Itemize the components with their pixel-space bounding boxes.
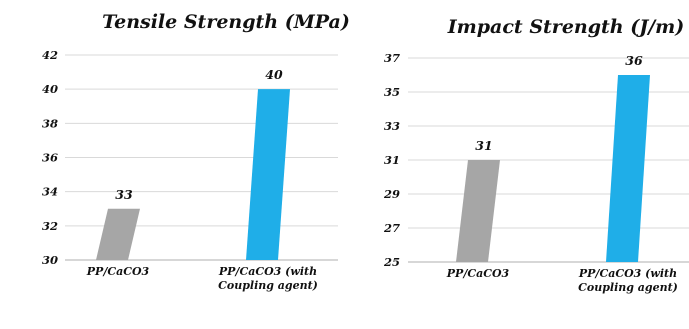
y-tick-label: 27 — [383, 221, 400, 235]
y-tick-label: 29 — [383, 187, 400, 201]
chart-title: Tensile Strength (MPa) — [102, 11, 350, 33]
bar — [96, 208, 140, 260]
data-label: 36 — [625, 53, 643, 68]
y-tick-label: 40 — [42, 82, 58, 96]
x-tick-label: PP/CaCO3 (with — [578, 267, 677, 280]
y-tick-label: 32 — [42, 219, 58, 233]
data-label: 40 — [265, 67, 283, 82]
y-tick-label: 35 — [384, 85, 400, 99]
y-tick-label: 30 — [42, 253, 58, 267]
y-tick-label: 33 — [384, 119, 400, 133]
x-tick-label: Coupling agent) — [218, 279, 318, 292]
bar — [246, 89, 290, 261]
bar — [456, 160, 500, 262]
chart-title: Impact Strength (J/m) — [447, 16, 684, 38]
y-tick-label: 31 — [384, 153, 400, 167]
x-tick-label: PP/CaCO3 (with — [218, 265, 317, 278]
x-tick-label: Coupling agent) — [578, 281, 678, 294]
bar — [606, 75, 650, 262]
y-tick-label: 34 — [42, 185, 58, 199]
data-label: 31 — [475, 138, 492, 153]
x-tick-label: PP/CaCO3 — [446, 267, 510, 280]
x-tick-label: PP/CaCO3 — [86, 265, 150, 278]
y-tick-label: 38 — [42, 116, 58, 130]
y-tick-label: 42 — [42, 48, 58, 62]
y-tick-label: 37 — [384, 51, 400, 65]
y-tick-label: 25 — [383, 255, 400, 269]
data-label: 33 — [115, 187, 133, 202]
chart-tensile-strength: Tensile Strength (MPa) 30 32 34 36 38 40 42 33 P… — [42, 11, 350, 292]
chart-impact-strength: Impact Strength (J/m) 25 27 29 31 33 35 37 31 PP… — [383, 16, 689, 294]
y-tick-label: 36 — [42, 151, 58, 165]
